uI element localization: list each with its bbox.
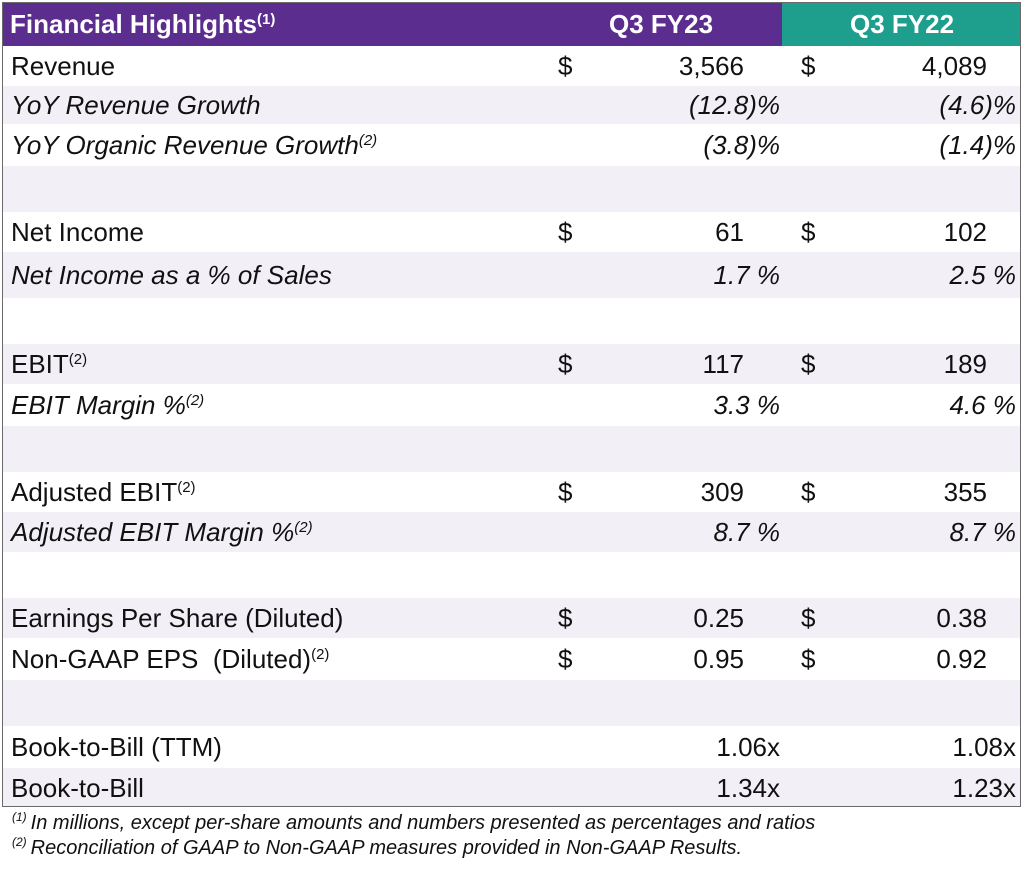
row-book-to-bill: Book-to-Bill 1.34x 1.23x <box>3 768 1020 806</box>
row-label: Book-to-Bill <box>11 773 144 803</box>
value-fy23: 8.7 % <box>713 517 781 547</box>
currency-fy23: $ <box>558 51 573 81</box>
row-label-text: Adjusted EBIT Margin % <box>11 517 295 547</box>
row-revenue: Revenue $ 3,566 $ 4,089 <box>3 46 1020 86</box>
header-fy23-bg <box>3 3 782 46</box>
currency-fy23: $ <box>558 217 573 247</box>
row-label: Adjusted EBIT Margin %(2) <box>11 517 313 547</box>
table-title-text: Financial Highlights <box>10 9 258 39</box>
footnote-ref: (2) <box>358 132 378 149</box>
footnote-1: (1) In millions, except per-share amounts… <box>12 811 815 835</box>
value-fy22: 4.6 % <box>949 390 1017 420</box>
value-fy22: 8.7 % <box>949 517 1017 547</box>
spacer-row <box>3 552 1020 598</box>
row-adjusted-ebit-margin: Adjusted EBIT Margin %(2) 8.7 % 8.7 % <box>3 512 1020 552</box>
table-header: Financial Highlights(1) Q3 FY23 Q3 FY22 <box>3 3 1020 46</box>
value-fy23: 0.25 <box>693 603 744 633</box>
footnote-mark: (1) <box>12 810 27 824</box>
row-net-income: Net Income $ 61 $ 102 <box>3 212 1020 252</box>
value-fy22: 102 <box>943 217 987 247</box>
value-fy22: 355 <box>943 477 987 507</box>
value-fy22: 2.5 % <box>949 260 1017 290</box>
row-eps-diluted: Earnings Per Share (Diluted) $ 0.25 $ 0.… <box>3 598 1020 638</box>
row-label: EBIT(2) <box>11 349 87 379</box>
row-ebit-margin: EBIT Margin %(2) 3.3 % 4.6 % <box>3 384 1020 426</box>
row-adjusted-ebit: Adjusted EBIT(2) $ 309 $ 355 <box>3 472 1020 512</box>
footnote-mark: (2) <box>12 835 27 849</box>
row-label-text: EBIT <box>11 349 69 379</box>
currency-fy23: $ <box>558 603 573 633</box>
row-label-text: Adjusted EBIT <box>11 477 178 507</box>
footnote-ref: (2) <box>311 646 330 663</box>
value-fy23: (12.8)% <box>688 90 780 120</box>
value-fy22: 1.08x <box>952 732 1016 762</box>
currency-fy22: $ <box>801 477 816 507</box>
table-title: Financial Highlights(1) <box>10 8 275 40</box>
spacer-row <box>3 426 1020 472</box>
footnote-ref: (2) <box>68 351 88 368</box>
row-book-to-bill-ttm: Book-to-Bill (TTM) 1.06x 1.08x <box>3 726 1020 768</box>
row-label: Net Income as a % of Sales <box>11 260 332 290</box>
row-label-text: EBIT Margin % <box>11 390 186 420</box>
header-fy22-bg <box>782 3 1020 46</box>
spacer-row <box>3 680 1020 726</box>
spacer-row <box>3 166 1020 212</box>
value-fy23: 1.06x <box>716 732 780 762</box>
currency-fy23: $ <box>558 349 573 379</box>
currency-fy23: $ <box>558 477 573 507</box>
footnote-ref: (2) <box>294 519 313 536</box>
currency-fy22: $ <box>801 217 816 247</box>
value-fy23: 0.95 <box>693 644 744 674</box>
value-fy22: (1.4)% <box>939 130 1016 160</box>
value-fy22: 189 <box>943 349 987 379</box>
row-yoy-revenue-growth: YoY Revenue Growth (12.8)% (4.6)% <box>3 86 1020 124</box>
value-fy22: (4.6)% <box>939 90 1016 120</box>
row-label: Adjusted EBIT(2) <box>11 477 196 507</box>
value-fy22: 0.38 <box>936 603 987 633</box>
value-fy23: 1.34x <box>716 773 780 803</box>
row-label-text: YoY Organic Revenue Growth <box>11 130 359 160</box>
footnote-text: Reconciliation of GAAP to Non-GAAP measu… <box>30 837 743 859</box>
row-label: Revenue <box>11 51 116 81</box>
value-fy22: 4,089 <box>921 51 987 81</box>
value-fy23: 61 <box>715 217 744 247</box>
row-label-text: Non-GAAP EPS (Diluted) <box>11 644 312 674</box>
value-fy23: 3.3 % <box>713 390 781 420</box>
row-label: Earnings Per Share (Diluted) <box>11 603 344 633</box>
column-header-q3-fy23: Q3 FY23 <box>609 9 714 39</box>
title-note: (1) <box>257 11 276 28</box>
footnote-ref: (2) <box>185 392 205 409</box>
row-label: YoY Revenue Growth <box>11 90 261 120</box>
currency-fy22: $ <box>801 603 816 633</box>
spacer-row <box>3 298 1020 344</box>
value-fy23: 1.7 % <box>713 260 781 290</box>
row-net-income-pct-sales: Net Income as a % of Sales 1.7 % 2.5 % <box>3 252 1020 298</box>
footnote-text: In millions, except per-share amounts an… <box>30 812 816 834</box>
currency-fy22: $ <box>801 644 816 674</box>
row-non-gaap-eps: Non-GAAP EPS (Diluted)(2) $ 0.95 $ 0.92 <box>3 638 1020 680</box>
currency-fy22: $ <box>801 51 816 81</box>
currency-fy23: $ <box>558 644 573 674</box>
value-fy23: 117 <box>702 349 744 379</box>
value-fy23: 309 <box>700 477 744 507</box>
value-fy22: 1.23x <box>952 773 1016 803</box>
row-label: YoY Organic Revenue Growth(2) <box>11 130 377 160</box>
row-label: Book-to-Bill (TTM) <box>11 732 222 762</box>
financial-highlights-table: Financial Highlights(1) Q3 FY23 Q3 FY22 … <box>2 2 1021 807</box>
row-label: Non-GAAP EPS (Diluted)(2) <box>11 644 329 674</box>
row-ebit: EBIT(2) $ 117 $ 189 <box>3 344 1020 384</box>
value-fy23: (3.8)% <box>703 130 780 160</box>
footnote-ref: (2) <box>177 479 196 496</box>
value-fy22: 0.92 <box>936 644 987 674</box>
value-fy23: 3,566 <box>678 51 744 81</box>
currency-fy22: $ <box>801 349 816 379</box>
column-header-q3-fy22: Q3 FY22 <box>850 9 955 39</box>
row-label: EBIT Margin %(2) <box>11 390 204 420</box>
row-yoy-organic-revenue-growth: YoY Organic Revenue Growth(2) (3.8)% (1.… <box>3 124 1020 166</box>
footnote-2: (2) Reconciliation of GAAP to Non-GAAP me… <box>12 836 742 860</box>
row-label: Net Income <box>11 217 144 247</box>
